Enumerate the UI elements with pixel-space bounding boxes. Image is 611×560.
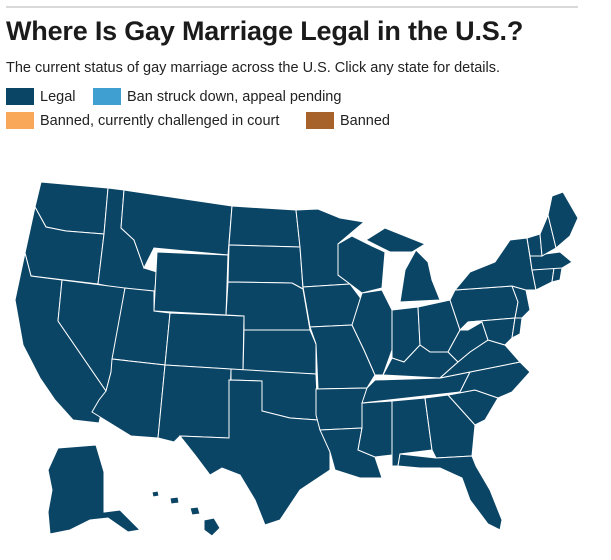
state-ks[interactable] bbox=[242, 329, 317, 375]
state-wi[interactable] bbox=[337, 235, 386, 294]
legend-swatch-legal bbox=[6, 88, 34, 105]
us-map bbox=[0, 160, 611, 560]
state-nm[interactable] bbox=[157, 364, 232, 443]
state-hi-big[interactable] bbox=[203, 517, 221, 537]
state-mi-upper[interactable] bbox=[364, 227, 427, 253]
legend: Legal Ban struck down, appeal pending Ba… bbox=[6, 88, 606, 132]
state-ct[interactable] bbox=[531, 267, 555, 291]
state-me[interactable] bbox=[547, 191, 579, 249]
legend-item-banned[interactable]: Banned bbox=[306, 112, 390, 129]
page-subtitle: The current status of gay marriage acros… bbox=[6, 60, 501, 76]
legend-swatch-banned bbox=[306, 112, 334, 129]
state-nd[interactable] bbox=[228, 205, 301, 248]
legend-swatch-challenged bbox=[6, 112, 34, 129]
state-tx[interactable] bbox=[178, 379, 331, 526]
legend-label-appeal-pending: Ban struck down, appeal pending bbox=[127, 88, 342, 105]
state-ny[interactable] bbox=[453, 237, 537, 291]
state-ca[interactable] bbox=[14, 252, 107, 424]
legend-item-legal[interactable]: Legal bbox=[6, 88, 75, 105]
legend-item-appeal-pending[interactable]: Ban struck down, appeal pending bbox=[93, 88, 341, 105]
state-ri[interactable] bbox=[551, 267, 563, 283]
legend-label-banned: Banned bbox=[340, 112, 390, 129]
legend-label-challenged: Banned, currently challenged in court bbox=[40, 112, 280, 129]
page-title: Where Is Gay Marriage Legal in the U.S.? bbox=[6, 16, 524, 46]
state-hi-oahu[interactable] bbox=[169, 496, 180, 505]
state-wy[interactable] bbox=[153, 251, 229, 316]
state-fl[interactable] bbox=[397, 453, 503, 531]
top-rule bbox=[6, 6, 578, 8]
state-mi[interactable] bbox=[399, 249, 441, 303]
state-hi-kauai[interactable] bbox=[151, 490, 160, 498]
legend-label-legal: Legal bbox=[40, 88, 76, 105]
state-ak[interactable] bbox=[47, 444, 142, 535]
state-ar[interactable] bbox=[315, 387, 368, 431]
legend-swatch-appeal-pending bbox=[93, 88, 121, 105]
state-co[interactable] bbox=[164, 312, 245, 371]
state-vt[interactable] bbox=[526, 233, 543, 257]
legend-item-challenged[interactable]: Banned, currently challenged in court bbox=[6, 112, 279, 129]
state-ms[interactable] bbox=[357, 400, 393, 458]
state-hi-maui[interactable] bbox=[189, 506, 201, 516]
